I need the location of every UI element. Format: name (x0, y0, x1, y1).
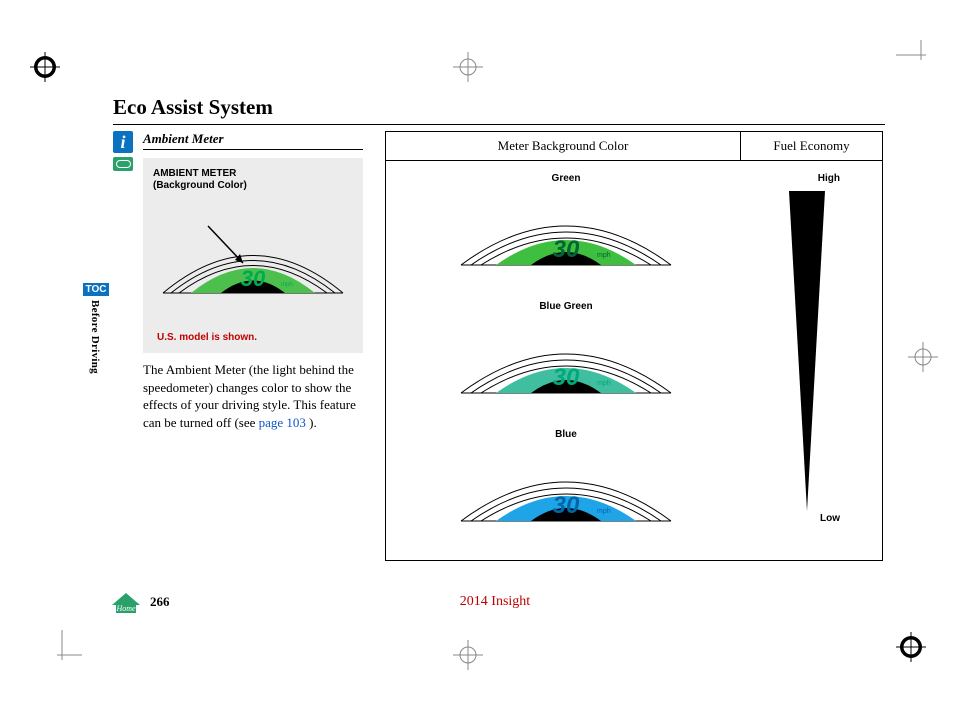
reg-target-top-center (453, 52, 483, 87)
meter-blue: 30 mph (441, 443, 691, 538)
page-title: Eco Assist System (113, 95, 885, 125)
svg-text:mph: mph (597, 380, 611, 387)
car-icon[interactable] (113, 157, 133, 171)
economy-triangle (787, 189, 827, 519)
us-model-note: U.S. model is shown. (157, 332, 257, 343)
figure-label-1: AMBIENT METER (153, 168, 236, 179)
svg-text:mph: mph (281, 282, 293, 288)
page-link[interactable]: page 103 (259, 415, 306, 430)
crop-bottom-left (22, 620, 82, 680)
row-label-green: Green (441, 173, 691, 184)
meter-green: 30 mph (441, 187, 691, 282)
ambient-meter-figure: AMBIENT METER (Background Color) 30 mph (143, 158, 363, 353)
hdr-meter-bg: Meter Background Color (386, 132, 741, 160)
ambient-meter-svg: 30 mph (143, 208, 363, 318)
tri-label-low: Low (820, 513, 840, 524)
meter-bluegreen: 30 mph (441, 315, 691, 410)
svg-text:Home: Home (115, 604, 136, 613)
hdr-fuel-econ: Fuel Economy (741, 132, 882, 160)
svg-text:mph: mph (597, 508, 611, 515)
svg-text:30: 30 (553, 492, 580, 519)
row-label-bluegreen: Blue Green (441, 301, 691, 312)
crop-top-right (896, 20, 946, 70)
row-label-blue: Blue (441, 429, 691, 440)
reg-target-right (908, 342, 938, 377)
footer-model-year: 2014 Insight (460, 594, 530, 610)
svg-text:mph: mph (597, 252, 611, 259)
svg-text:30: 30 (553, 364, 580, 391)
toc-button[interactable]: TOC (83, 283, 109, 296)
section-tab[interactable]: Before Driving (89, 300, 101, 374)
reg-target-top-left (30, 52, 60, 87)
home-button[interactable]: Home (110, 591, 140, 613)
svg-text:30: 30 (241, 266, 266, 291)
svg-text:30: 30 (553, 236, 580, 263)
body-text: The Ambient Meter (the light behind the … (143, 361, 363, 431)
subhead: Ambient Meter (143, 131, 363, 150)
reg-target-bottom-center (453, 640, 483, 675)
color-economy-table: Meter Background Color Fuel Economy Gree… (385, 131, 883, 561)
reg-target-bottom-right (896, 632, 926, 667)
page-number: 266 (150, 594, 170, 610)
info-icon[interactable]: i (113, 131, 133, 153)
tri-label-high: High (818, 173, 840, 184)
figure-label-2: (Background Color) (153, 180, 247, 191)
